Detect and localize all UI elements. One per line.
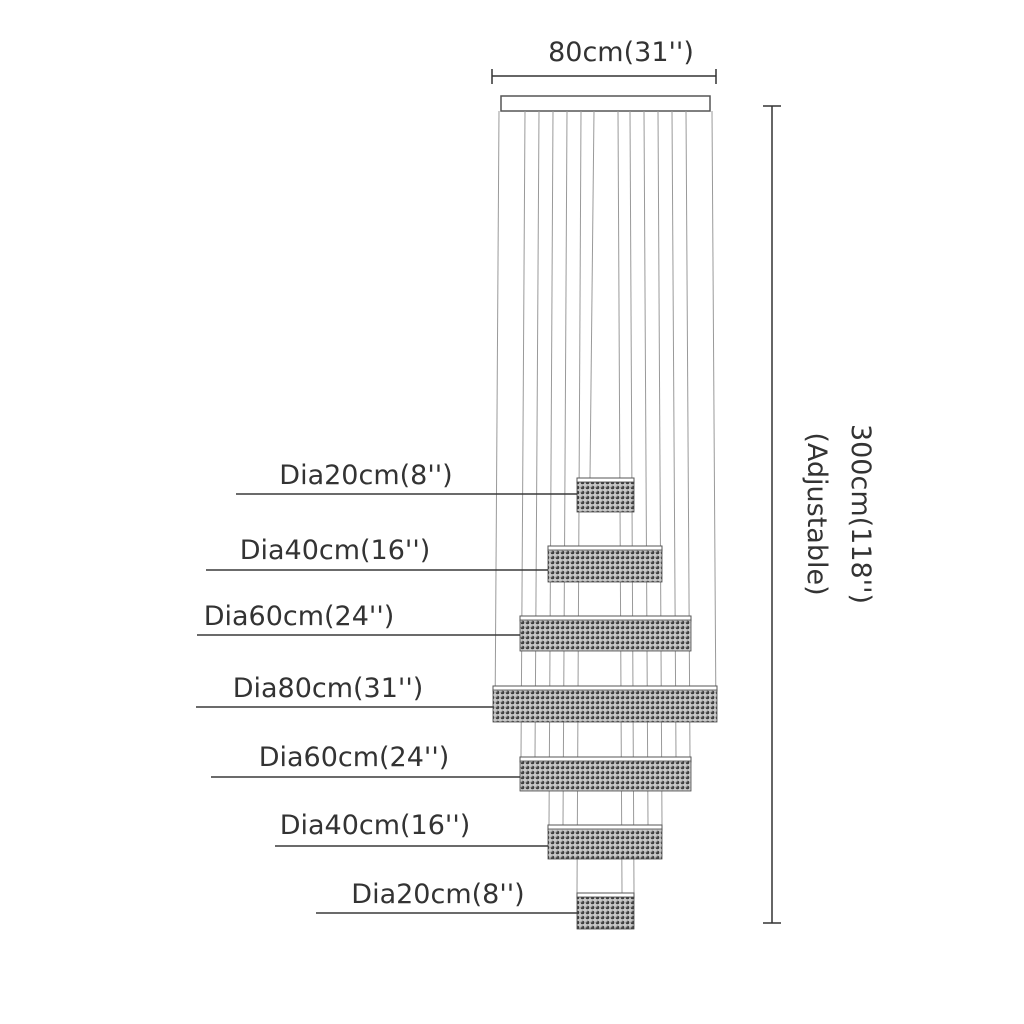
crystal-ring: [519, 760, 692, 792]
suspension-wire: [494, 110, 500, 723]
height-dimension: 300cm(118'') (Adjustable): [763, 105, 876, 924]
top-width-label: 80cm(31''): [548, 37, 694, 68]
suspension-wire: [711, 110, 717, 723]
suspension-wire: [534, 110, 540, 758]
tier-label: Dia60cm(24''): [204, 601, 395, 632]
suspension-wire: [671, 110, 677, 758]
crystal-ring: [547, 549, 663, 583]
tier-labels: Dia20cm(8'') Dia40cm(16'') Dia60cm(24'') Di…: [196, 460, 577, 914]
tier-label: Dia20cm(8''): [351, 879, 524, 910]
crystal-ring: [492, 689, 718, 723]
suspension-wire: [520, 110, 526, 758]
crystal-rings: [492, 477, 718, 930]
tier-label: Dia40cm(16''): [240, 535, 431, 566]
suspension-wire: [589, 110, 595, 479]
height-note: (Adjustable): [801, 432, 832, 595]
tier-label: Dia40cm(16''): [280, 810, 471, 841]
tier-label: Dia80cm(31''): [233, 673, 424, 704]
crystal-ring: [576, 481, 635, 513]
ceiling-canopy: [500, 95, 711, 112]
tier-label: Dia20cm(8''): [279, 460, 452, 491]
crystal-ring: [576, 896, 635, 930]
suspension-wire: [685, 110, 691, 758]
crystal-ring: [547, 828, 663, 860]
height-label: 300cm(118''): [845, 424, 876, 604]
crystal-ring: [519, 619, 692, 652]
tier-label: Dia60cm(24''): [259, 742, 450, 773]
top-width-dimension: 80cm(31''): [491, 37, 717, 84]
